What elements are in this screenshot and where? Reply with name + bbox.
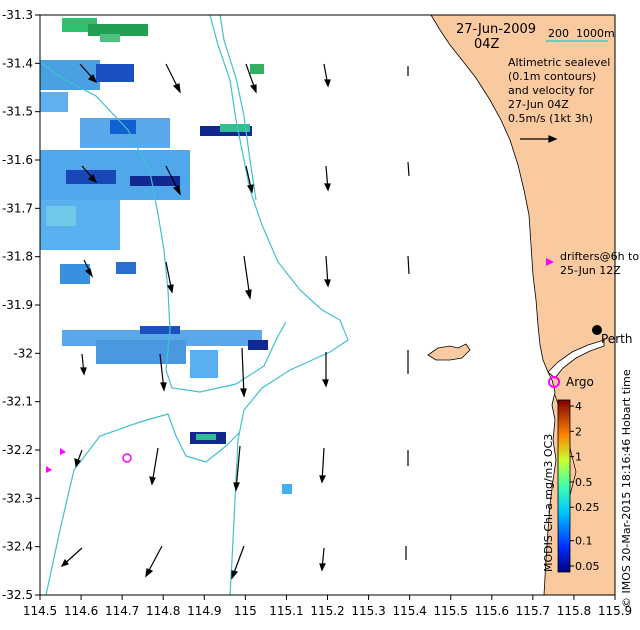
- x-tick-label: 115.7: [516, 604, 550, 618]
- estuary: [547, 339, 605, 379]
- drifters-line-1: drifters@6h to: [560, 250, 639, 263]
- date-label: 27-Jun-2009: [456, 22, 536, 37]
- y-tick-label: -32.4: [2, 540, 33, 554]
- x-tick-label: 114.8: [146, 604, 180, 618]
- drifter-markers: [46, 258, 554, 473]
- x-tick-label: 114.6: [64, 604, 98, 618]
- x-tick-label: 115.1: [269, 604, 303, 618]
- legend-line-3: and velocity for: [508, 84, 594, 97]
- x-tick-label: 115.8: [557, 604, 591, 618]
- sealevel-contours: [39, 14, 349, 596]
- perth-marker: [592, 325, 602, 335]
- x-tick-label: 115: [234, 604, 257, 618]
- y-tick-label: -31.7: [2, 201, 33, 215]
- legend-line-2: (0.1m contours): [508, 70, 596, 83]
- y-tick-label: -31.9: [2, 298, 33, 312]
- x-tick-label: 115.6: [475, 604, 509, 618]
- argo-label: Argo: [566, 375, 594, 389]
- perth-label: Perth: [601, 332, 632, 346]
- colorbar: [557, 399, 571, 573]
- side-credit: © IMOS 20-Mar-2015 18:16:46 Hobart time: [620, 369, 633, 608]
- y-tick-label: -32.5: [2, 588, 33, 602]
- x-tick-label: 114.7: [105, 604, 139, 618]
- y-tick-label: -31.6: [2, 153, 33, 167]
- y-tick-label: -31.8: [2, 250, 33, 264]
- time-label: 04Z: [474, 37, 500, 52]
- colorbar-tick-label: 1: [575, 451, 582, 464]
- colorbar-tick-label: 2: [575, 425, 582, 438]
- y-tick-label: -31.4: [2, 56, 33, 70]
- colorbar-tick-label: 0.5: [575, 476, 593, 489]
- argo-marker-2: [122, 453, 132, 463]
- colorbar-ticks: 4 2 1 0.5 0.25 0.1 0.05: [570, 400, 600, 573]
- colorbar-tick-label: 0.1: [575, 535, 593, 548]
- colorbar-title: MODIS Chl-a mg/m3 OC3: [542, 434, 555, 572]
- x-tick-label: 115.5: [434, 604, 468, 618]
- colorbar-tick-label: 0.25: [575, 501, 600, 514]
- x-tick-label: 115.9: [598, 604, 632, 618]
- colorbar-tick-label: 4: [575, 400, 582, 413]
- rottnest-island: [427, 343, 471, 361]
- y-tick-label: -32.2: [2, 443, 33, 457]
- y-tick-label: -32.3: [2, 491, 33, 505]
- chlorophyll-field: [40, 18, 292, 494]
- y-tick-label: -31.5: [2, 105, 33, 119]
- scale-label: 200 1000m: [548, 27, 615, 40]
- x-tick-label: 114.9: [187, 604, 221, 618]
- x-tick-label: 114.5: [23, 604, 57, 618]
- y-tick-label: -31.3: [2, 8, 33, 22]
- legend-line-5: 0.5m/s (1kt 3h): [508, 112, 593, 125]
- argo-marker-1: [548, 376, 560, 388]
- x-tick-label: 115.2: [310, 604, 344, 618]
- colorbar-tick-label: 0.05: [575, 560, 600, 573]
- y-tick-label: -32: [13, 346, 33, 360]
- velocity-arrows: [60, 63, 558, 580]
- x-tick-label: 115.4: [392, 604, 426, 618]
- y-tick-label: -32.1: [2, 395, 33, 409]
- x-axis: 114.5 114.6 114.7 114.8 114.9 115 115.1 115.2 11…: [23, 595, 632, 618]
- drifters-line-2: 25-Jun 12Z: [560, 264, 621, 277]
- legend-line-1: Altimetric sealevel: [508, 56, 610, 69]
- x-tick-label: 115.3: [351, 604, 385, 618]
- y-axis: -31.3 -31.4 -31.5 -31.6 -31.7 -31.8 -31.9 -32 -3…: [2, 8, 40, 602]
- legend-line-4: 27-Jun 04Z: [508, 98, 569, 111]
